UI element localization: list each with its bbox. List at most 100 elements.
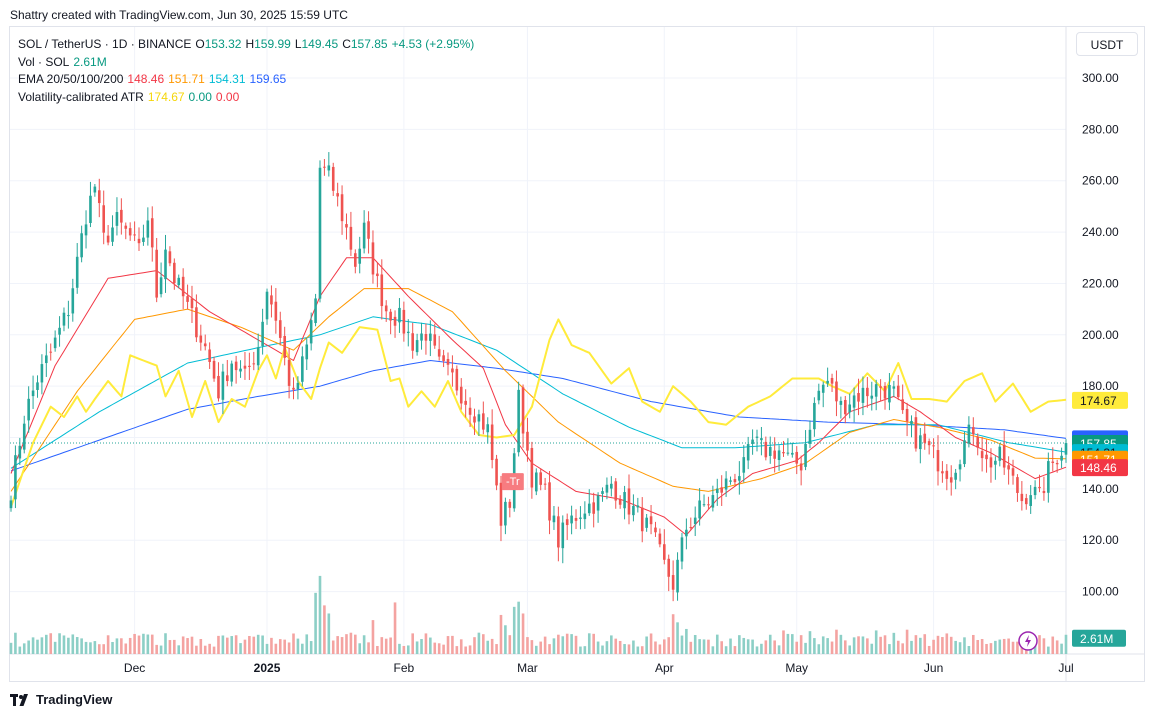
x-tick-label: Jun — [924, 661, 943, 675]
volume-bar — [318, 575, 322, 654]
candle-body — [296, 382, 300, 390]
volume-label[interactable]: Vol · SOL — [18, 54, 70, 69]
candle-body — [345, 224, 348, 228]
candle-body — [994, 460, 997, 465]
candle-body — [958, 464, 962, 470]
candle-body — [389, 311, 392, 321]
volume-bar — [645, 636, 648, 654]
volume-bar — [261, 635, 264, 654]
candle-body — [327, 165, 331, 171]
chart-legend: SOL / TetherUS · 1D · BINANCE O153.32 H159… — [18, 36, 478, 106]
lightning-icon-bolt — [1025, 635, 1031, 647]
volume-bar — [919, 637, 922, 654]
volume-bar — [22, 643, 26, 654]
candle-body — [539, 472, 543, 485]
candle-body — [49, 351, 53, 353]
volume-bar — [1051, 636, 1055, 654]
volume-bar — [137, 635, 141, 654]
volume-bar — [248, 635, 251, 654]
candle-body — [1011, 468, 1015, 476]
volume-bar — [640, 646, 644, 654]
volume-bar — [786, 633, 790, 654]
volume-bar — [84, 641, 88, 654]
candle-body — [870, 395, 874, 399]
volume-bar — [9, 642, 13, 654]
volume-bar — [963, 637, 966, 654]
price-badges: 174.67159.65157.8508:00:32154.31151.7114… — [1018, 391, 1128, 651]
volume-bar — [406, 645, 410, 654]
candle-body — [526, 431, 529, 451]
candle-body — [892, 386, 896, 389]
volume-bar — [799, 635, 803, 654]
candle-body — [517, 389, 520, 453]
candle-body — [22, 423, 26, 450]
volume-bar — [212, 646, 216, 654]
volume-bar — [239, 643, 242, 654]
lightning-icon[interactable] — [1018, 631, 1038, 651]
volume-bar — [826, 638, 829, 654]
volume-bar — [985, 643, 988, 654]
candle-body — [415, 340, 419, 353]
volume-bar — [861, 636, 865, 654]
candle-body — [40, 364, 44, 383]
candle-body — [645, 517, 648, 528]
candle-body — [521, 387, 525, 434]
y-tick-label: 120.00 — [1082, 533, 1119, 547]
volume-bar — [1064, 634, 1068, 654]
volume-bar — [570, 634, 573, 654]
currency-button[interactable]: USDT — [1076, 32, 1138, 56]
symbol-label[interactable]: SOL / TetherUS · 1D · BINANCE — [18, 37, 192, 51]
candle-body — [923, 433, 927, 443]
volume-bar — [967, 646, 971, 654]
atr-label[interactable]: Volatility-calibrated ATR — [18, 89, 144, 104]
volume-bar — [349, 632, 353, 654]
candle-body — [301, 356, 304, 382]
candle-body — [195, 307, 198, 338]
volume-bar — [459, 639, 463, 654]
volume-bar — [866, 638, 869, 654]
volume-bar — [892, 632, 896, 654]
volume-bar — [905, 629, 909, 654]
candle-body — [543, 483, 547, 485]
candle-body — [640, 507, 644, 532]
candle-body — [159, 277, 163, 295]
volume-bar — [698, 639, 701, 654]
volume-bar — [168, 640, 172, 654]
candle-body — [866, 387, 869, 397]
candle-body — [305, 344, 309, 360]
candle-body — [596, 495, 600, 511]
volume-bar — [146, 634, 150, 654]
volume-bar — [111, 641, 114, 654]
volume-bar — [14, 632, 17, 654]
volume-bar — [954, 640, 957, 654]
candle-body — [398, 307, 401, 323]
candle-body — [857, 392, 860, 402]
candle-body — [587, 503, 591, 514]
volume-bar — [296, 638, 300, 654]
volume-bar — [561, 636, 565, 654]
candle-body — [75, 256, 79, 288]
candle-body — [349, 226, 353, 250]
candle-body — [795, 451, 799, 464]
volume-bar — [124, 643, 128, 654]
ema20-badge-text: 148.46 — [1080, 461, 1117, 475]
volume-bar — [702, 639, 706, 654]
candle-body — [371, 242, 375, 275]
candle-body — [791, 452, 794, 455]
candle-body — [689, 527, 693, 529]
ema20-line — [10, 257, 1067, 536]
ema-label[interactable]: EMA 20/50/100/200 — [18, 72, 124, 86]
ema20-badge — [1072, 459, 1128, 477]
y-tick-label: 220.00 — [1082, 276, 1119, 290]
volume-bar — [896, 640, 900, 654]
candle-body — [429, 333, 432, 341]
tradingview-logo[interactable]: TradingView — [10, 692, 112, 707]
candle-body — [570, 515, 573, 524]
candle-body — [115, 212, 119, 226]
candle-body — [729, 480, 732, 482]
candle-body — [495, 458, 498, 486]
candle-body — [817, 390, 821, 401]
volume-bar — [40, 637, 44, 654]
volume-bar — [31, 637, 35, 654]
